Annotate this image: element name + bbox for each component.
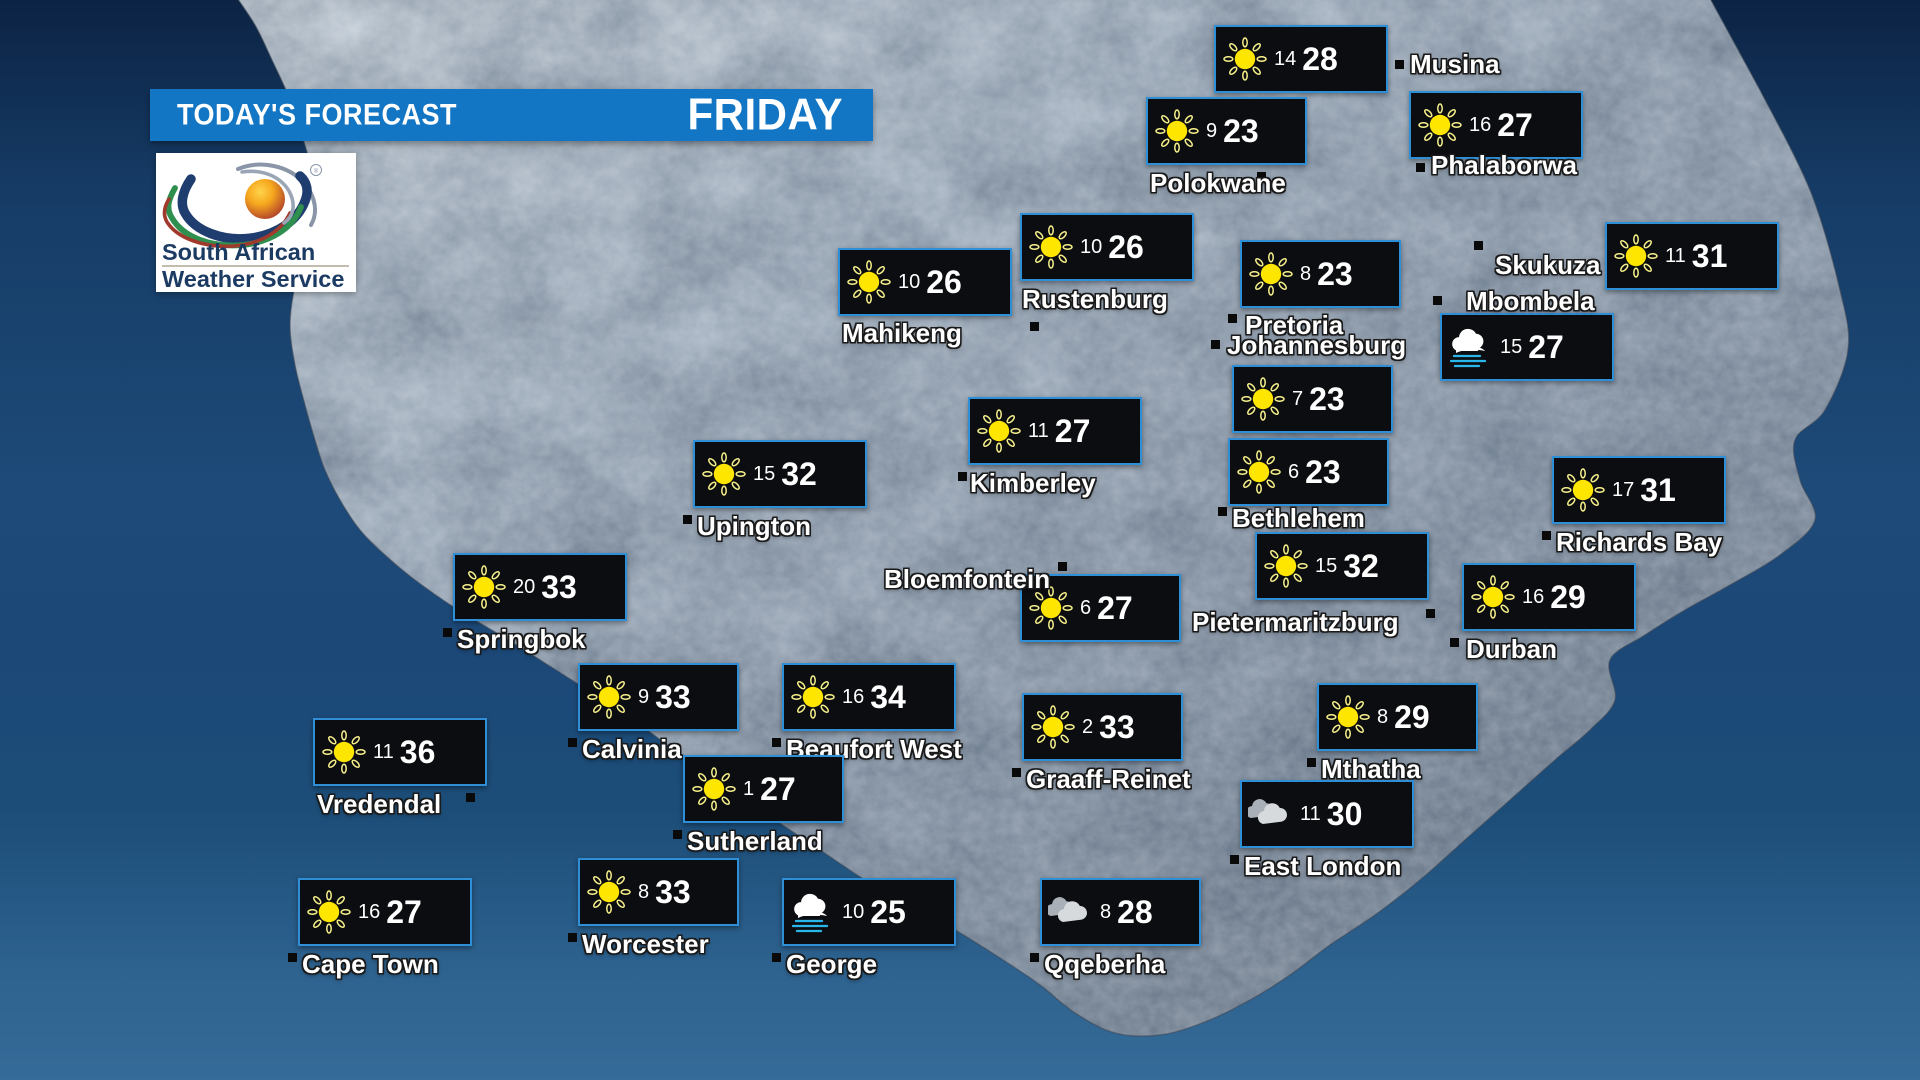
svg-text:®: ®	[314, 168, 319, 175]
svg-text:Weather Service: Weather Service	[162, 266, 344, 292]
svg-text:South African: South African	[162, 239, 315, 265]
